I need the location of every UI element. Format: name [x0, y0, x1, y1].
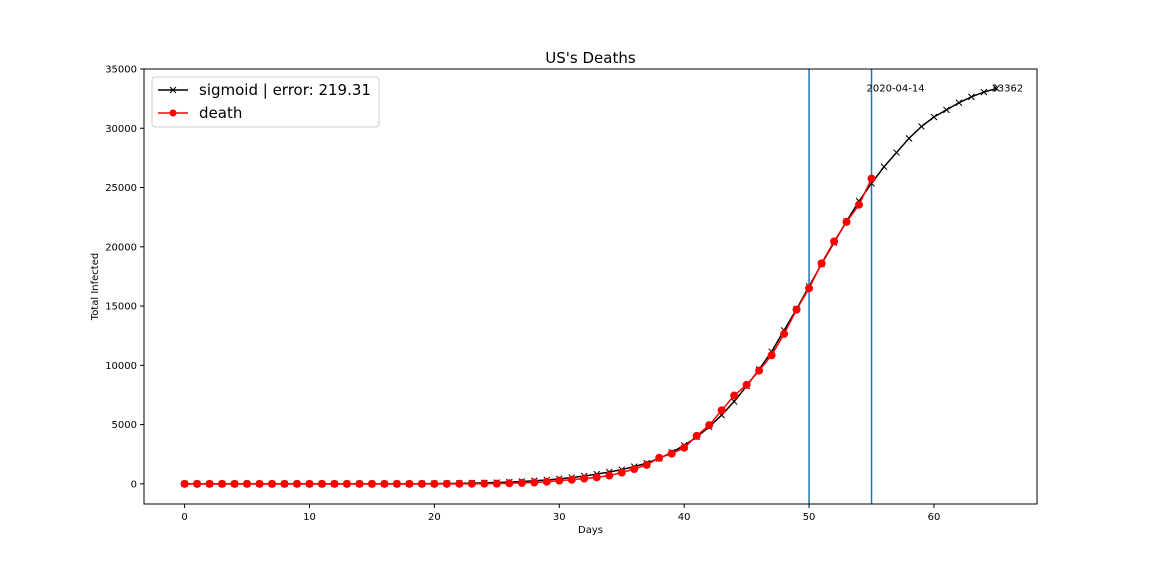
death-point [330, 479, 339, 488]
series-line-sigmoid [184, 87, 997, 485]
x-tick-label: 60 [928, 512, 941, 523]
plot-area [180, 69, 1000, 504]
death-point [580, 474, 589, 483]
x-tick-label: 30 [553, 512, 566, 523]
death-point [342, 479, 351, 488]
death-point [542, 477, 551, 486]
x-axis-label: Days [578, 525, 603, 536]
series-line-death [184, 178, 873, 485]
death-point [505, 479, 514, 488]
plot-frame [143, 68, 1038, 505]
death-point [180, 479, 189, 488]
death-point [742, 380, 751, 389]
death-point [555, 476, 564, 485]
death-point [380, 479, 389, 488]
death-point [567, 475, 576, 484]
y-tick-label: 5000 [112, 420, 137, 431]
sigmoid-point [968, 93, 975, 101]
sigmoid-point [930, 113, 938, 121]
y-tick-label: 15000 [105, 302, 137, 313]
death-point [842, 217, 851, 226]
death-point [292, 479, 301, 488]
death-point [467, 479, 476, 488]
death-point [230, 479, 239, 488]
death-point [755, 366, 764, 375]
legend-label: death [199, 104, 242, 122]
death-point [355, 479, 364, 488]
chart-title: US's Deaths [545, 49, 636, 67]
y-tick-label: 25000 [105, 183, 137, 194]
legend-label: sigmoid | error: 219.31 [199, 81, 371, 99]
death-point [317, 479, 326, 488]
x-tick-label: 40 [678, 512, 691, 523]
sigmoid-point [905, 134, 913, 142]
death-point [592, 473, 601, 482]
y-tick-label: 0 [131, 479, 137, 490]
death-point [655, 453, 664, 462]
sigmoid-point [880, 163, 888, 171]
legend: sigmoid | error: 219.31 death [151, 76, 380, 128]
death-point [705, 421, 714, 430]
sigmoid-point [730, 398, 738, 405]
x-tick-label: 0 [181, 512, 187, 523]
death-point [855, 200, 864, 209]
sigmoid-point [943, 106, 950, 114]
death-point [455, 479, 464, 488]
sigmoid-point [993, 85, 1000, 92]
death-point [617, 468, 626, 477]
death-point [255, 479, 264, 488]
death-point [218, 479, 227, 488]
death-point [530, 478, 539, 487]
annotation-date: 2020-04-14 [867, 83, 925, 94]
death-point [442, 479, 451, 488]
death-point [767, 351, 776, 360]
death-point [430, 479, 439, 488]
x-tick-label: 50 [803, 512, 816, 523]
death-point [417, 479, 426, 488]
death-point [492, 479, 501, 488]
death-point [517, 478, 526, 487]
death-point [642, 460, 651, 469]
death-point [268, 479, 277, 488]
legend-box [151, 76, 380, 128]
sigmoid-point [955, 99, 963, 107]
death-point [667, 449, 676, 458]
death-point [243, 479, 252, 488]
death-point [305, 479, 314, 488]
sigmoid-point [893, 149, 900, 156]
sigmoid-point [918, 123, 925, 130]
y-axis-label: Total Infected [90, 253, 101, 321]
death-point [630, 465, 639, 474]
legend-marker [169, 109, 177, 117]
y-tick-label: 35000 [105, 65, 137, 76]
y-tick-label: 20000 [105, 242, 137, 253]
death-point [205, 479, 214, 488]
death-point [867, 174, 876, 183]
sigmoid-point [980, 88, 988, 96]
death-point [605, 471, 614, 480]
death-point [367, 479, 376, 488]
annotation-value: 33362 [991, 83, 1023, 94]
death-point [480, 479, 489, 488]
death-point [830, 237, 839, 246]
death-point [392, 479, 401, 488]
death-point [717, 406, 726, 415]
death-point [405, 479, 414, 488]
x-tick-label: 20 [428, 512, 441, 523]
x-tick-label: 10 [303, 512, 316, 523]
death-point [692, 431, 701, 440]
death-point [193, 479, 202, 488]
death-point [817, 259, 826, 268]
death-point [280, 479, 289, 488]
legend-marker [169, 86, 177, 94]
y-tick-label: 30000 [105, 124, 137, 135]
death-point [792, 305, 801, 314]
death-point [730, 391, 739, 400]
y-tick-label: 10000 [105, 361, 137, 372]
death-point [805, 284, 814, 293]
death-point [780, 329, 789, 338]
death-point [680, 443, 689, 452]
